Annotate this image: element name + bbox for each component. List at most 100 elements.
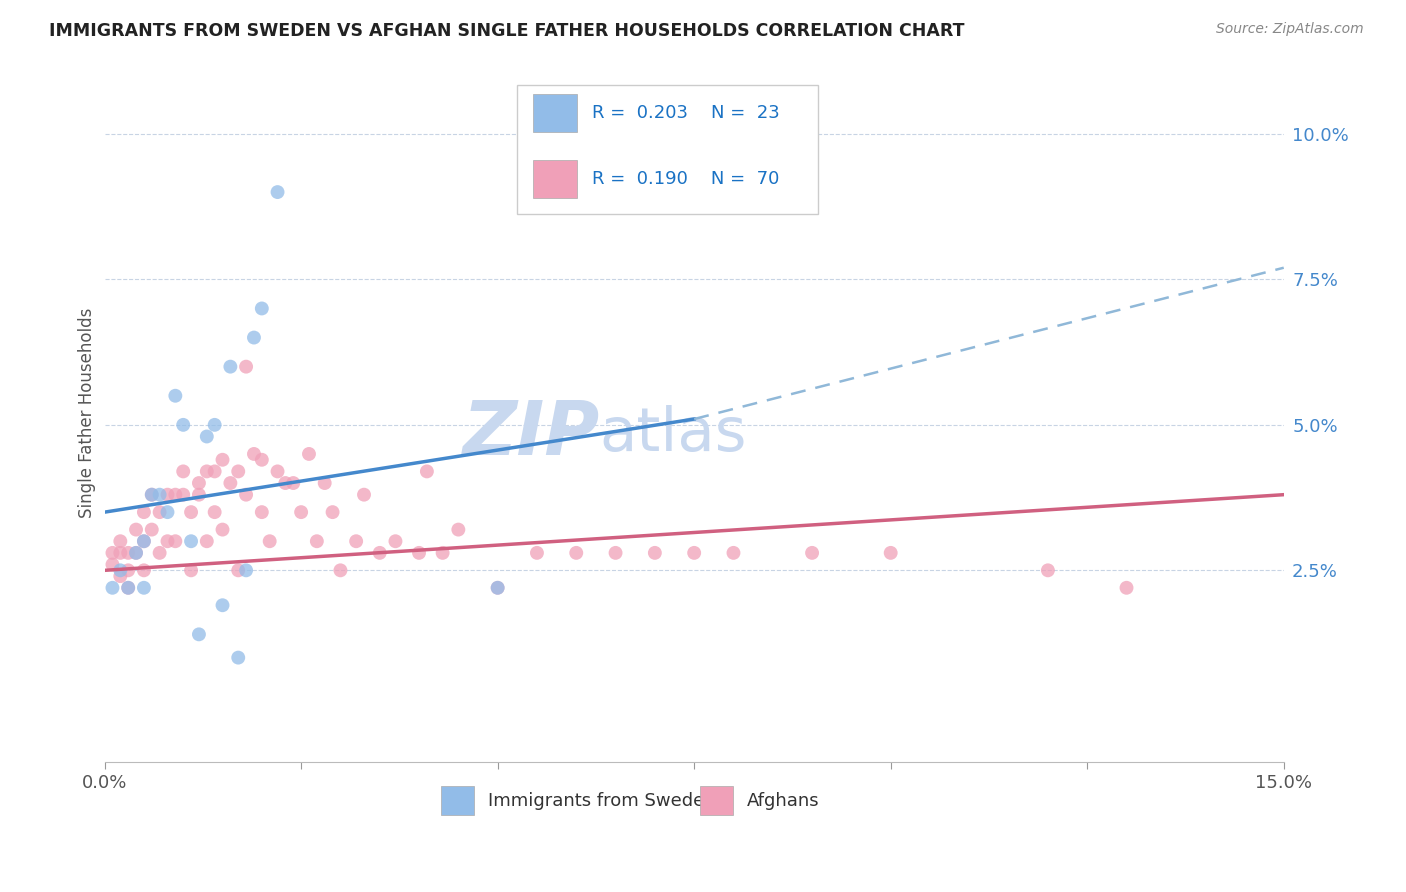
Point [329, 563, 352, 577]
Point [110, 569, 132, 583]
Text: Immigrants from Sweden: Immigrants from Sweden [488, 792, 716, 810]
Point [149, 488, 172, 502]
Point [141, 488, 163, 502]
Point [165, 488, 187, 502]
Point [644, 546, 666, 560]
Point [117, 546, 139, 560]
Point [486, 581, 509, 595]
Text: Source: ZipAtlas.com: Source: ZipAtlas.com [1216, 22, 1364, 37]
Point [132, 581, 155, 595]
Point [266, 464, 288, 478]
Point [226, 464, 249, 478]
Point [117, 581, 139, 595]
Point [187, 488, 209, 502]
Bar [700, 786, 733, 815]
Point [235, 359, 257, 374]
Point [110, 546, 132, 560]
Point [235, 563, 257, 577]
Point [132, 534, 155, 549]
Point [565, 546, 588, 560]
Point [156, 488, 179, 502]
Point [172, 464, 194, 478]
Point [801, 546, 824, 560]
Point [117, 581, 139, 595]
Point [266, 185, 288, 199]
Point [368, 546, 391, 560]
Point [219, 359, 242, 374]
Point [101, 546, 124, 560]
Point [723, 546, 745, 560]
Point [447, 523, 470, 537]
Point [101, 558, 124, 572]
Point [117, 563, 139, 577]
Point [187, 476, 209, 491]
Text: Afghans: Afghans [747, 792, 820, 810]
Text: atlas: atlas [600, 405, 748, 464]
Point [219, 476, 242, 491]
Point [125, 546, 148, 560]
Point [180, 505, 202, 519]
Point [250, 505, 273, 519]
Bar [533, 94, 578, 132]
Point [125, 546, 148, 560]
Point [1036, 563, 1059, 577]
Point [305, 534, 328, 549]
Point [125, 523, 148, 537]
Point [259, 534, 281, 549]
Point [250, 301, 273, 316]
Point [141, 488, 163, 502]
Point [204, 417, 226, 432]
Point [290, 505, 312, 519]
Point [416, 464, 439, 478]
Point [156, 505, 179, 519]
Point [683, 546, 706, 560]
Point [243, 330, 266, 344]
Point [526, 546, 548, 560]
Point [172, 488, 194, 502]
Point [195, 534, 218, 549]
Point [180, 563, 202, 577]
Point [432, 546, 454, 560]
Point [211, 523, 233, 537]
Point [110, 534, 132, 549]
Point [165, 534, 187, 549]
Point [195, 464, 218, 478]
Point [486, 581, 509, 595]
Point [226, 650, 249, 665]
Point [101, 581, 124, 595]
Point [1115, 581, 1137, 595]
Point [879, 546, 901, 560]
Point [384, 534, 406, 549]
Point [353, 488, 375, 502]
Point [149, 505, 172, 519]
Point [250, 452, 273, 467]
Point [132, 563, 155, 577]
Point [605, 546, 627, 560]
Text: IMMIGRANTS FROM SWEDEN VS AFGHAN SINGLE FATHER HOUSEHOLDS CORRELATION CHART: IMMIGRANTS FROM SWEDEN VS AFGHAN SINGLE … [49, 22, 965, 40]
Point [226, 563, 249, 577]
Text: ZIP: ZIP [463, 398, 600, 471]
Bar [533, 160, 578, 198]
Point [204, 464, 226, 478]
Point [314, 476, 336, 491]
Bar [440, 786, 474, 815]
Point [172, 417, 194, 432]
Point [344, 534, 367, 549]
Point [180, 534, 202, 549]
Point [283, 476, 305, 491]
Point [187, 627, 209, 641]
Point [298, 447, 321, 461]
Text: R =  0.203    N =  23: R = 0.203 N = 23 [592, 104, 779, 122]
Y-axis label: Single Father Households: Single Father Households [79, 308, 96, 518]
Point [408, 546, 430, 560]
Point [132, 534, 155, 549]
Point [141, 523, 163, 537]
FancyBboxPatch shape [517, 85, 818, 214]
Point [156, 534, 179, 549]
Point [132, 505, 155, 519]
Point [195, 429, 218, 443]
Point [274, 476, 297, 491]
Point [243, 447, 266, 461]
Point [322, 505, 344, 519]
Text: R =  0.190    N =  70: R = 0.190 N = 70 [592, 170, 779, 188]
